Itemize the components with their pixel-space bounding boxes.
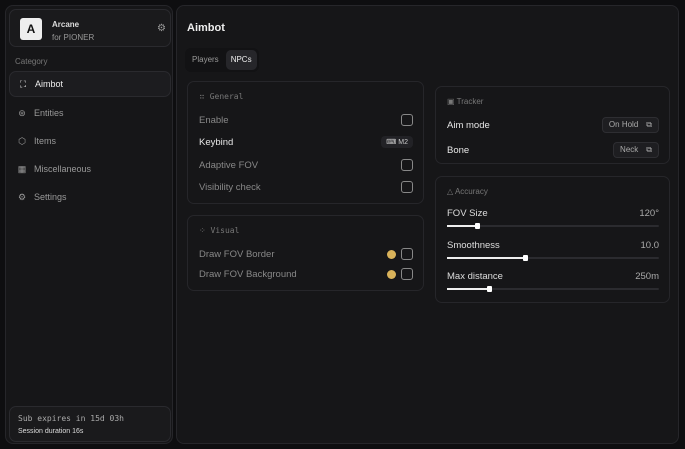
entities-icon: ⊛ [18, 107, 26, 118]
slider-handle[interactable] [523, 255, 529, 261]
draw-fov-border-checkbox[interactable] [401, 248, 413, 260]
general-header: ⠶ General [199, 92, 244, 101]
sidebar-item-label: Aimbot [35, 79, 64, 89]
logo: A [20, 18, 42, 40]
select-icon: ⧉ [646, 145, 652, 154]
brand-subtitle: for PIONER [52, 33, 95, 42]
tabs: Players NPCs [185, 48, 259, 72]
background-color-swatch[interactable] [387, 269, 396, 279]
gear-icon[interactable]: ⚙ [157, 23, 166, 34]
visual-header: ⁘ Visual [199, 226, 240, 235]
bone-row: Bone Neck ⧉ [447, 142, 659, 158]
fov-size-slider[interactable]: FOV Size 120° [447, 208, 659, 229]
crosshair-icon: ⛶ [19, 78, 27, 89]
sidebar-item-entities[interactable]: ⊛ Entities [9, 100, 171, 126]
tab-players[interactable]: Players [192, 55, 219, 64]
enable-checkbox[interactable] [401, 114, 413, 126]
slider-fill [447, 288, 490, 290]
accuracy-header: △ Accuracy [447, 187, 488, 196]
sidebar-item-items[interactable]: ⬡ Items [9, 128, 171, 154]
slider-track [447, 255, 659, 261]
sidebar-item-miscellaneous[interactable]: ▦ Miscellaneous [9, 156, 171, 182]
grid-icon: ▦ [17, 163, 27, 174]
slider-fill [447, 225, 477, 227]
max-distance-slider[interactable]: Max distance 250m [447, 271, 659, 292]
tracker-icon: ▣ [447, 97, 457, 106]
sidebar-item-label: Items [34, 136, 57, 146]
visibility-check-checkbox[interactable] [401, 181, 413, 193]
sidebar: A Arcane for PIONER ⚙ Category ⛶ Aimbot ⊛… [5, 5, 173, 444]
aim-mode-select[interactable]: On Hold ⧉ [601, 117, 659, 133]
general-card: ⠶ General Enable Keybind ⌨ M2 Adaptive FO… [187, 81, 424, 204]
session-text: Session duration 16s [18, 428, 84, 435]
keybind-row: Keybind ⌨ M2 [199, 134, 413, 150]
bone-select[interactable]: Neck ⧉ [613, 142, 659, 158]
box-icon: ⬡ [18, 135, 26, 146]
draw-fov-background-checkbox[interactable] [401, 268, 413, 280]
gear-icon: ⚙ [17, 191, 27, 202]
adaptive-fov-checkbox[interactable] [401, 159, 413, 171]
tab-npcs[interactable]: NPCs [225, 50, 257, 70]
adaptive-fov-row: Adaptive FOV [199, 157, 413, 173]
keyboard-icon: ⌨ [386, 139, 399, 146]
slider-fill [447, 257, 526, 259]
slider-track [447, 223, 659, 229]
visual-card: ⁘ Visual Draw FOV Border Draw FOV Backgr… [187, 215, 424, 291]
main-panel: Aimbot Players NPCs ⠶ General Enable Key… [176, 5, 679, 444]
visibility-check-row: Visibility check [199, 179, 413, 195]
border-color-swatch[interactable] [387, 249, 396, 259]
sidebar-item-aimbot[interactable]: ⛶ Aimbot [9, 71, 171, 97]
sidebar-item-label: Settings [34, 192, 67, 202]
select-icon: ⧉ [646, 120, 652, 129]
page-title: Aimbot [187, 22, 225, 34]
sidebar-item-label: Entities [34, 108, 64, 118]
enable-row: Enable [199, 112, 413, 128]
slider-track [447, 286, 659, 292]
visual-icon: ⁘ [199, 226, 211, 235]
category-label: Category [15, 57, 48, 66]
sidebar-item-label: Miscellaneous [34, 164, 92, 174]
subscription-box: Sub expires in 15d 03h Session duration … [9, 406, 171, 442]
draw-fov-background-row: Draw FOV Background [199, 266, 413, 282]
triangle-icon: △ [447, 187, 455, 196]
sidebar-item-settings[interactable]: ⚙ Settings [9, 184, 171, 210]
smoothness-slider[interactable]: Smoothness 10.0 [447, 240, 659, 261]
subscription-text: Sub expires in 15d 03h [18, 414, 124, 423]
keybind-button[interactable]: ⌨ M2 [381, 136, 413, 148]
aim-mode-row: Aim mode On Hold ⧉ [447, 117, 659, 133]
draw-fov-border-row: Draw FOV Border [199, 246, 413, 262]
slider-handle[interactable] [487, 286, 493, 292]
tracker-card: ▣ Tracker Aim mode On Hold ⧉ Bone Neck ⧉ [435, 86, 670, 164]
tracker-header: ▣ Tracker [447, 97, 484, 106]
accuracy-card: △ Accuracy FOV Size 120° Smoothness 10.0 M… [435, 176, 670, 303]
slider-handle[interactable] [474, 223, 480, 229]
brand-name: Arcane [52, 20, 80, 29]
brand-header: A Arcane for PIONER ⚙ [9, 9, 171, 47]
general-icon: ⠶ [199, 92, 210, 101]
